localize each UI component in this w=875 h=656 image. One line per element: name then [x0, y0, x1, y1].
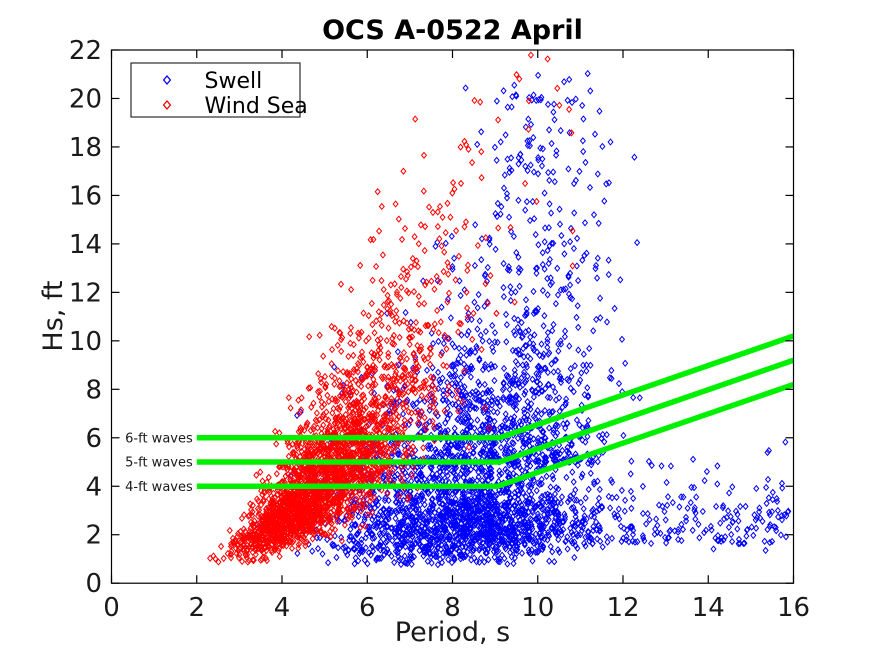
swell-scatter-points [253, 69, 792, 569]
axes: 0 2 4 6 8 10 12 14 16 0 2 4 6 8 10 12 14 16 18 20 22 [69, 36, 810, 623]
y-tick-label: 0 [85, 569, 102, 599]
chart-title: OCS A-0522 April [322, 15, 583, 46]
x-tick-label: 12 [606, 593, 639, 623]
reference-line [196, 357, 794, 465]
legend-marker-wind-sea [162, 99, 172, 111]
x-tick-label: 4 [274, 593, 291, 623]
reference-line-label: 4-ft waves [125, 480, 193, 495]
legend-box [130, 62, 301, 118]
x-tick-label: 14 [692, 593, 725, 623]
y-tick-label: 2 [85, 521, 102, 551]
y-tick-label: 14 [69, 230, 102, 260]
y-tick-label: 6 [85, 424, 102, 454]
y-tick-label: 10 [69, 327, 102, 357]
x-tick-label: 10 [521, 593, 554, 623]
y-tick-label: 12 [69, 278, 102, 308]
windsea-scatter-points [207, 51, 576, 566]
reference-line [196, 333, 794, 441]
x-axis-label: Period, s [395, 617, 510, 648]
reference-line-label: 6-ft waves [125, 431, 193, 446]
legend-label-wind-sea: Wind Sea [205, 94, 308, 119]
x-tick-label: 0 [103, 593, 120, 623]
wave-height-reference-lines [196, 333, 794, 490]
y-tick-label: 16 [69, 181, 102, 211]
y-tick-label: 4 [85, 472, 102, 502]
y-tick-label: 22 [69, 36, 102, 66]
legend-marker-swell [162, 74, 172, 86]
y-tick-label: 18 [69, 133, 102, 163]
x-tick-label: 16 [777, 593, 810, 623]
reference-line-label: 5-ft waves [125, 456, 193, 471]
x-tick-label: 6 [359, 593, 376, 623]
y-axis-label: Hs, ft [38, 280, 69, 351]
y-tick-label: 20 [69, 84, 102, 114]
y-tick-label: 8 [85, 375, 102, 405]
reference-line [196, 381, 794, 490]
legend-label-swell: Swell [205, 69, 263, 94]
wave-height-line-labels: 6-ft waves 5-ft waves 4-ft waves [125, 431, 193, 494]
x-tick-label: 8 [444, 593, 461, 623]
x-tick-label: 2 [188, 593, 205, 623]
